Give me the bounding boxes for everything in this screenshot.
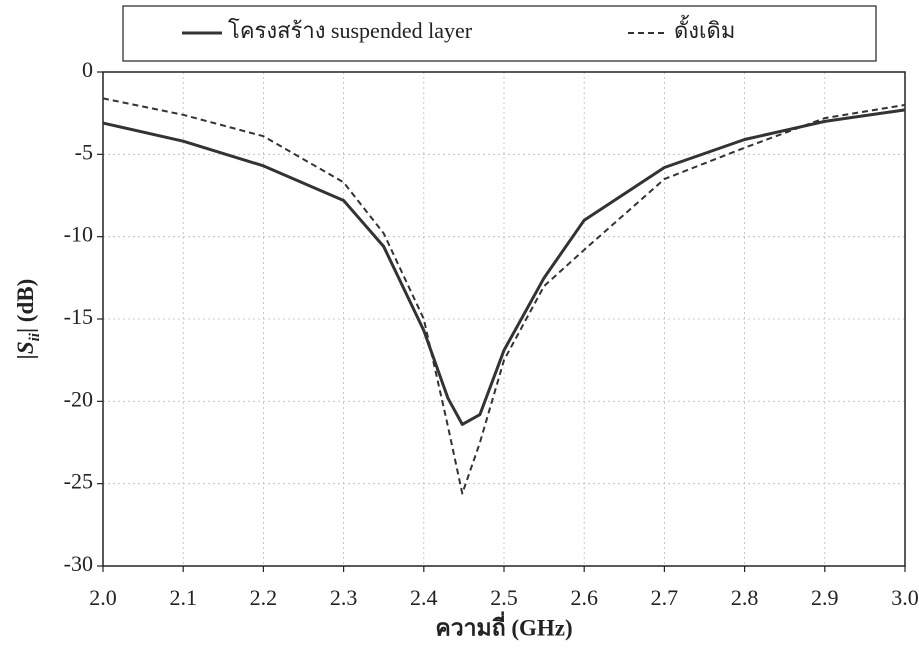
legend-label: โครงสร้าง suspended layer <box>228 18 473 43</box>
y-tick-label: -25 <box>64 469 93 494</box>
x-axis-label: ความถี่ (GHz) <box>435 610 572 640</box>
x-tick-label: 3.0 <box>891 585 919 610</box>
x-tick-label: 2.1 <box>169 585 197 610</box>
series-line <box>102 97 906 495</box>
x-tick-label: 2.2 <box>250 585 278 610</box>
x-tick-label: 2.5 <box>490 585 518 610</box>
x-tick-label: 2.6 <box>570 585 598 610</box>
y-axis-label: |Sii| (dB) <box>13 279 43 359</box>
y-tick-label: -30 <box>64 551 93 576</box>
y-axis-label-part: | (dB) <box>13 279 38 333</box>
y-tick-label: 0 <box>82 57 93 82</box>
y-axis-label-part: |S <box>13 341 38 359</box>
x-tick-label: 2.3 <box>330 585 358 610</box>
x-tick-label: 2.9 <box>811 585 839 610</box>
legend-label: ดั้งเดิม <box>674 15 735 43</box>
y-tick-label: -10 <box>64 222 93 247</box>
y-tick-label: -20 <box>64 386 93 411</box>
x-tick-label: 2.0 <box>89 585 117 610</box>
x-tick-label: 2.7 <box>651 585 679 610</box>
legend-box <box>122 5 877 62</box>
x-tick-label: 2.8 <box>731 585 759 610</box>
x-tick-label: 2.4 <box>410 585 438 610</box>
y-tick-label: -15 <box>64 304 93 329</box>
series-line <box>102 108 906 426</box>
plot-frame <box>102 71 906 567</box>
y-axis-label-part: ii <box>27 332 43 341</box>
y-tick-label: -5 <box>75 139 93 164</box>
